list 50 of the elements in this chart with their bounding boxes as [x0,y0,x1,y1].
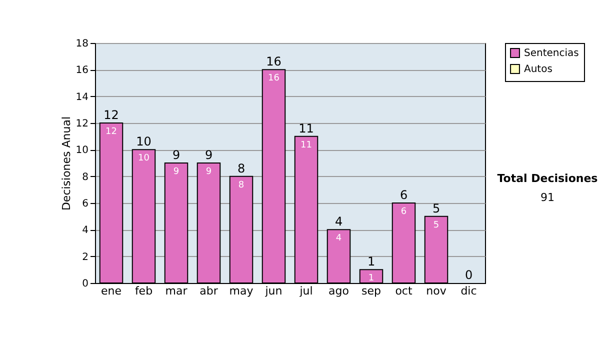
text: Total Decisiones [496,172,599,185]
total-label: 1 [367,254,376,269]
x-tick-label: sep [362,284,382,298]
x-tick-label: abr [200,284,218,298]
x-tick-label: dic [460,284,477,298]
data-label: 16 [268,74,280,84]
y-axis-title: Decisiones Anual [60,116,73,211]
y-tick-label: 18 [76,38,88,50]
x-tick-label: may [229,284,254,298]
data-label: 10 [138,154,150,164]
data-label: 12 [106,127,117,137]
x-tick-label: nov [426,284,447,298]
x-tick-label: ene [100,284,122,298]
total-label: 9 [172,148,180,162]
data-label: 6 [400,207,407,217]
y-tick-label: 14 [76,92,88,103]
total-label: 0 [464,268,473,282]
x-tick-label: oct [395,284,413,298]
x-tick-label: mar [165,284,188,298]
y-tick-label: 12 [76,118,88,130]
total-label: 11 [298,121,314,136]
data-label: 8 [238,180,244,190]
total-label: 12 [104,108,119,122]
total-label: 5 [432,201,440,216]
data-label: 1 [368,274,374,284]
x-tick-label: jun [264,284,282,298]
y-tick-label: 10 [76,145,88,156]
total-label: 8 [237,161,246,176]
total-label: 6 [400,188,408,202]
x-tick-label: ago [328,284,350,298]
text: 91 [540,191,556,204]
data-label: 11 [300,140,312,150]
legend-label: Sentencias [524,48,579,59]
total-label: 16 [266,54,282,69]
data-label: 9 [206,167,212,177]
x-tick-label: jul [298,284,313,298]
data-label: 9 [173,167,180,177]
y-tick-label: 8 [82,172,88,183]
total-label: 4 [334,214,343,229]
total-label: 10 [136,134,152,149]
y-tick-label: 2 [82,252,88,263]
x-tick-label: feb [134,284,153,298]
data-label: 5 [433,220,440,230]
legend-label: Autos [524,64,552,75]
y-tick-label: 4 [82,225,88,236]
y-tick-label: 0 [82,278,88,290]
y-tick-label: 16 [76,65,88,76]
y-tick-label: 6 [82,198,88,210]
total-label: 9 [204,148,213,162]
data-label: 4 [336,234,342,244]
